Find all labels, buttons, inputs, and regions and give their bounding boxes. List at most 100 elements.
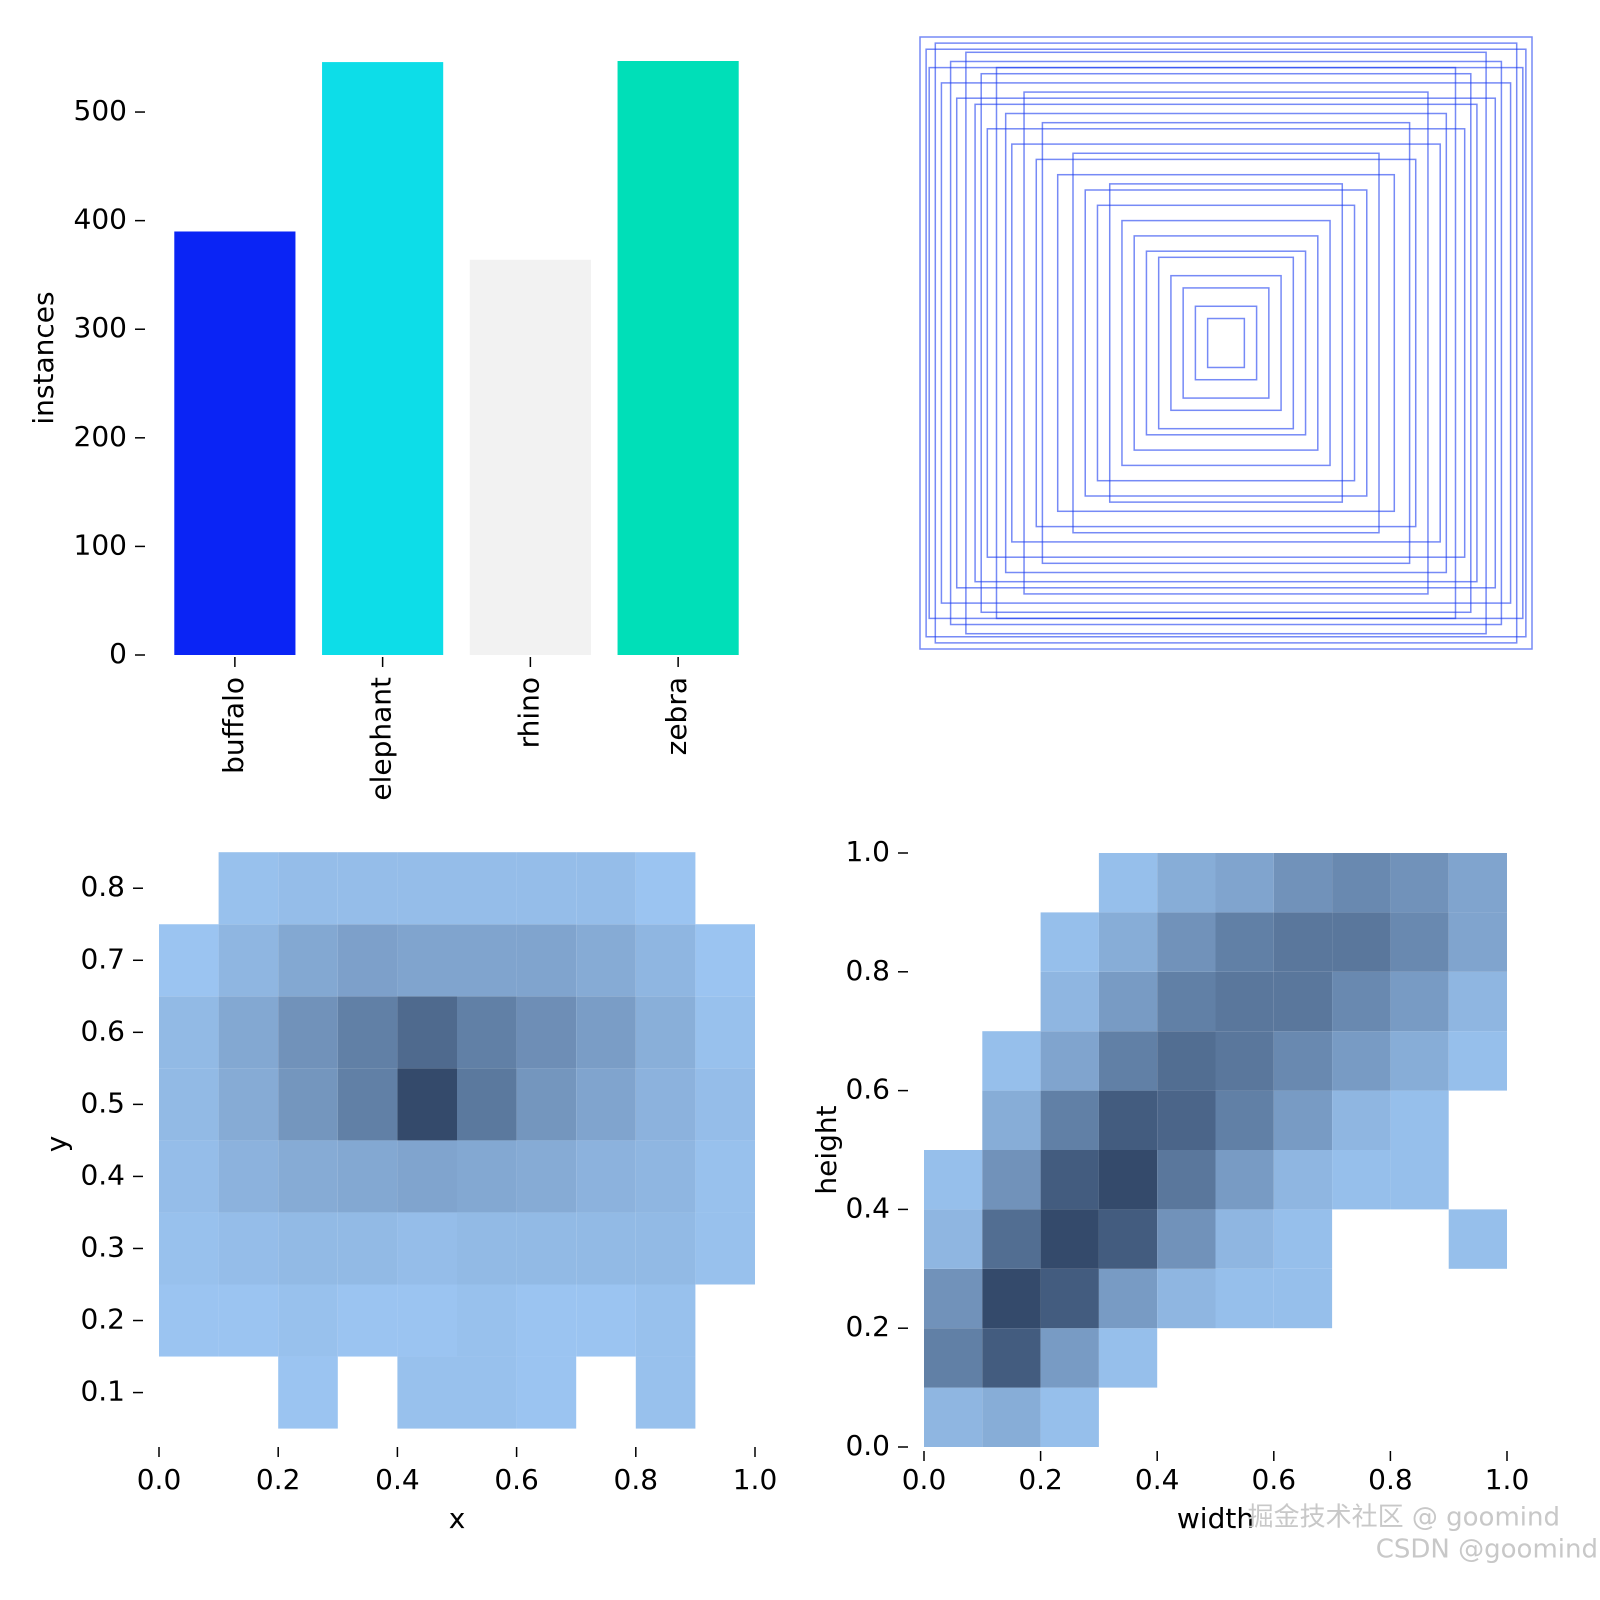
hist-cell xyxy=(457,1212,517,1285)
hist-cell xyxy=(337,1284,398,1357)
box xyxy=(1206,317,1246,369)
hist-cell xyxy=(1448,1209,1507,1269)
hist-cell xyxy=(1332,853,1391,913)
hist-cell xyxy=(1332,912,1391,972)
y-tick-label: 500 xyxy=(74,94,127,127)
hist-cell xyxy=(1273,853,1333,913)
box xyxy=(965,51,1487,635)
y-tick-label: 200 xyxy=(74,420,127,453)
hist-cell xyxy=(218,924,279,997)
box xyxy=(1157,256,1295,430)
hist-cell xyxy=(576,1284,636,1357)
hist-cell xyxy=(1273,971,1333,1032)
hist-cell xyxy=(278,996,338,1069)
hist-cell xyxy=(1448,912,1507,972)
hist-cell xyxy=(218,852,279,925)
hist-cell xyxy=(635,1140,696,1213)
hist-cell xyxy=(1390,1150,1449,1210)
hist-cell xyxy=(924,1268,983,1329)
hist-cell xyxy=(1098,1209,1158,1269)
hist-cell xyxy=(516,852,577,925)
watermark: 掘金技术社区 @ goomind xyxy=(1248,1503,1560,1533)
x-tick-label: 1.0 xyxy=(733,1463,778,1496)
bar xyxy=(469,259,591,655)
hist-cell xyxy=(337,1212,398,1285)
hist-cell xyxy=(1273,1268,1333,1329)
hist-cell xyxy=(397,1140,457,1213)
hist-cell xyxy=(159,924,219,997)
hist-cell xyxy=(516,1356,577,1429)
hist-cell xyxy=(1157,1150,1216,1210)
box xyxy=(1084,189,1368,497)
hist-cell xyxy=(1332,1150,1391,1210)
hist-cell xyxy=(695,1068,755,1141)
hist-cell xyxy=(337,924,398,997)
hist-cell xyxy=(159,1068,219,1141)
hist-cell xyxy=(516,1068,577,1141)
x-tick-label: 0.4 xyxy=(1135,1463,1180,1496)
box xyxy=(995,66,1457,620)
hist-cell xyxy=(982,1268,1041,1329)
hist-cell xyxy=(1157,971,1216,1032)
hist-cell xyxy=(924,1150,983,1210)
hist-cell xyxy=(1157,1090,1216,1150)
hist-cell xyxy=(1390,853,1449,913)
box xyxy=(1072,152,1380,534)
box xyxy=(1194,305,1258,381)
hist-cell xyxy=(1215,1031,1274,1091)
hist-cell xyxy=(1040,1150,1099,1210)
y-tick-label: 0.4 xyxy=(845,1191,890,1224)
hist-cell xyxy=(1098,1031,1158,1091)
hist-cell xyxy=(278,1284,338,1357)
hist-cell xyxy=(1390,1090,1449,1150)
x-tick-label: elephant xyxy=(365,677,398,801)
hist-cell xyxy=(337,1068,398,1141)
hist-cell xyxy=(576,1068,636,1141)
hist-cell xyxy=(159,1212,219,1285)
y-tick-label: 100 xyxy=(74,528,127,561)
box xyxy=(986,128,1466,558)
hist-cell xyxy=(1448,1031,1507,1091)
hist-cell xyxy=(1157,1268,1216,1329)
hist-cell xyxy=(1390,971,1449,1032)
hist-cell xyxy=(457,924,517,997)
hist-cell xyxy=(1040,1031,1099,1091)
hist-cell xyxy=(1273,1150,1333,1210)
hist-cell xyxy=(278,1212,338,1285)
box xyxy=(1041,121,1411,565)
hist-cell xyxy=(635,852,696,925)
hist-cell xyxy=(397,1356,457,1429)
hist-cell xyxy=(1040,1090,1099,1150)
hist-cell xyxy=(1098,1150,1158,1210)
hist-cell xyxy=(982,1031,1041,1091)
hist-cell xyxy=(1215,912,1274,972)
y-axis-label: height xyxy=(810,1105,843,1194)
hist-cell xyxy=(1273,1209,1333,1269)
hist-cell xyxy=(397,1068,457,1141)
hist-cell xyxy=(924,1209,983,1269)
x-tick-label: 0.6 xyxy=(1252,1463,1297,1496)
hist-cell xyxy=(1215,1090,1274,1150)
y-tick-label: 0.8 xyxy=(80,870,125,903)
hist-cell xyxy=(1098,1090,1158,1150)
hist-cell xyxy=(278,1140,338,1213)
y-tick-label: 0.7 xyxy=(80,942,125,975)
hist-cell xyxy=(635,1212,696,1285)
x-tick-label: 0.0 xyxy=(902,1463,947,1496)
hist-cell xyxy=(1157,853,1216,913)
y-tick-label: 0.2 xyxy=(80,1303,125,1336)
hist-cell xyxy=(516,996,577,1069)
hist-cell xyxy=(1098,971,1158,1032)
hist-cell xyxy=(397,996,457,1069)
hist-cell xyxy=(457,1356,517,1429)
box xyxy=(1121,219,1331,467)
box xyxy=(980,72,1472,614)
hist-cell xyxy=(1390,1031,1449,1091)
hist-cell xyxy=(337,852,398,925)
x-tick-label: rhino xyxy=(512,677,545,748)
bar xyxy=(322,62,444,655)
hist-cell xyxy=(1215,1268,1274,1329)
box xyxy=(1004,112,1448,574)
hist-cell xyxy=(1332,971,1391,1032)
hist-cell xyxy=(1448,853,1507,913)
